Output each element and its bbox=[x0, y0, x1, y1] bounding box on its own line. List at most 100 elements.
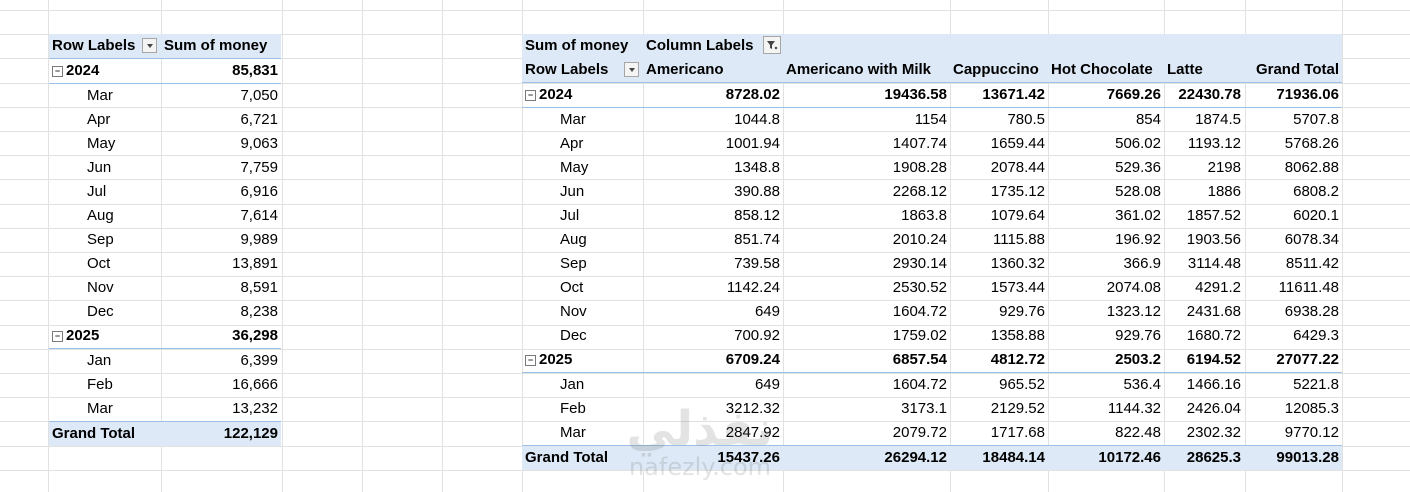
pivot2-year-total[interactable]: 8728.02 bbox=[643, 82, 783, 108]
pivot1-month-value[interactable]: 7,614 bbox=[240, 207, 278, 224]
pivot2-month-label[interactable]: Sep bbox=[560, 255, 587, 272]
pivot1-month-label[interactable]: Nov bbox=[87, 279, 114, 296]
pivot2-column-header[interactable]: Americano with Milk bbox=[783, 58, 950, 83]
pivot2-value-cell[interactable]: 1735.12 bbox=[990, 183, 1045, 200]
row-labels-dropdown-icon[interactable] bbox=[624, 62, 639, 77]
pivot2-value-cell[interactable]: 851.74 bbox=[734, 231, 780, 248]
pivot1-month-label[interactable]: May bbox=[87, 135, 116, 152]
pivot2-value-cell[interactable]: 822.48 bbox=[1115, 424, 1161, 441]
pivot1-month-value[interactable]: 6,399 bbox=[240, 352, 278, 369]
pivot1-month-value[interactable]: 7,050 bbox=[240, 87, 278, 104]
pivot2-value-cell[interactable]: 854 bbox=[1135, 111, 1161, 128]
pivot2-value-cell[interactable]: 3212.32 bbox=[725, 400, 780, 417]
pivot2-year-total[interactable]: 6709.24 bbox=[643, 348, 783, 373]
pivot1-month-label[interactable]: Oct bbox=[87, 255, 111, 272]
pivot2-year-total[interactable]: 13671.42 bbox=[950, 82, 1048, 108]
pivot2-month-label[interactable]: Jan bbox=[560, 376, 585, 393]
pivot2-value-cell[interactable]: 1759.02 bbox=[892, 327, 947, 344]
pivot2-value-cell[interactable]: 6429.3 bbox=[1293, 327, 1339, 344]
pivot2-year-cell[interactable]: −2024 bbox=[522, 82, 643, 108]
pivot2-value-cell[interactable]: 700.92 bbox=[734, 327, 780, 344]
pivot1-year-cell[interactable]: −2024 bbox=[49, 58, 161, 84]
pivot2-value-cell[interactable]: 1144.32 bbox=[1107, 400, 1161, 417]
pivot1-row-labels-header[interactable]: Row Labels bbox=[49, 34, 161, 59]
pivot2-value-cell[interactable]: 2530.52 bbox=[892, 279, 947, 296]
pivot1-month-value[interactable]: 6,721 bbox=[240, 111, 278, 128]
pivot2-month-label[interactable]: Mar bbox=[560, 424, 586, 441]
pivot1-sum-header[interactable]: Sum of money bbox=[161, 34, 281, 59]
pivot2-value-cell[interactable]: 11611.48 bbox=[1278, 279, 1339, 296]
pivot2-value-cell[interactable]: 528.08 bbox=[1115, 183, 1161, 200]
pivot2-value-cell[interactable]: 5221.8 bbox=[1293, 376, 1339, 393]
pivot2-value-cell[interactable]: 6808.2 bbox=[1293, 183, 1339, 200]
pivot2-month-label[interactable]: Jul bbox=[560, 207, 580, 224]
pivot2-value-cell[interactable]: 1466.16 bbox=[1186, 376, 1241, 393]
pivot2-value-cell[interactable]: 2426.04 bbox=[1186, 400, 1241, 417]
pivot2-value-cell[interactable]: 1407.74 bbox=[892, 135, 947, 152]
pivot2-value-cell[interactable]: 361.02 bbox=[1115, 207, 1161, 224]
pivot1-month-label[interactable]: Sep bbox=[87, 231, 114, 248]
pivot2-month-label[interactable]: Apr bbox=[560, 135, 584, 152]
pivot2-value-cell[interactable]: 2079.72 bbox=[892, 424, 947, 441]
pivot2-value-cell[interactable]: 506.02 bbox=[1115, 135, 1161, 152]
pivot1-month-label[interactable]: Mar bbox=[87, 87, 113, 104]
pivot2-value-cell[interactable]: 1358.88 bbox=[990, 327, 1045, 344]
pivot2-value-cell[interactable]: 2847.92 bbox=[725, 424, 780, 441]
pivot1-month-value[interactable]: 7,759 bbox=[240, 159, 278, 176]
pivot2-value-cell[interactable]: 929.76 bbox=[999, 303, 1045, 320]
pivot1-month-label[interactable]: Mar bbox=[87, 400, 113, 417]
pivot2-value-cell[interactable]: 2302.32 bbox=[1186, 424, 1241, 441]
collapse-minus-icon[interactable]: − bbox=[525, 89, 536, 101]
pivot2-value-cell[interactable]: 3173.1 bbox=[901, 400, 947, 417]
pivot2-grand-total-value[interactable]: 10172.46 bbox=[1048, 445, 1164, 470]
pivot1-month-value[interactable]: 8,238 bbox=[240, 303, 278, 320]
pivot2-month-label[interactable]: Oct bbox=[560, 279, 584, 296]
pivot2-value-cell[interactable]: 2010.24 bbox=[892, 231, 947, 248]
pivot2-value-cell[interactable]: 1908.28 bbox=[892, 159, 947, 176]
pivot1-month-value[interactable]: 13,891 bbox=[232, 255, 278, 272]
pivot2-column-header[interactable]: Hot Chocolate bbox=[1048, 58, 1164, 83]
column-labels-filter-icon[interactable] bbox=[763, 36, 781, 54]
collapse-minus-icon[interactable]: − bbox=[52, 65, 63, 77]
pivot2-value-cell[interactable]: 2930.14 bbox=[892, 255, 947, 272]
pivot2-grand-total-value[interactable]: 28625.3 bbox=[1164, 445, 1244, 470]
pivot2-value-cell[interactable]: 5707.8 bbox=[1293, 111, 1339, 128]
pivot2-value-cell[interactable]: 1193.12 bbox=[1187, 135, 1241, 152]
pivot2-value-cell[interactable]: 1079.64 bbox=[990, 207, 1045, 224]
pivot2-value-cell[interactable]: 929.76 bbox=[1115, 327, 1161, 344]
pivot2-year-total[interactable]: 2503.2 bbox=[1048, 348, 1164, 373]
collapse-minus-icon[interactable]: − bbox=[525, 354, 536, 366]
pivot2-year-total[interactable]: 71936.06 bbox=[1244, 82, 1342, 108]
pivot2-column-header[interactable]: Grand Total bbox=[1244, 58, 1342, 83]
pivot2-month-label[interactable]: Feb bbox=[560, 400, 586, 417]
pivot2-value-cell[interactable]: 1604.72 bbox=[892, 376, 947, 393]
pivot2-value-cell[interactable]: 9770.12 bbox=[1284, 424, 1339, 441]
pivot2-value-cell[interactable]: 1863.8 bbox=[901, 207, 947, 224]
pivot1-month-label[interactable]: Jan bbox=[87, 352, 112, 369]
pivot2-value-cell[interactable]: 2198 bbox=[1207, 159, 1241, 176]
pivot2-year-total[interactable]: 27077.22 bbox=[1244, 348, 1342, 373]
pivot2-value-cell[interactable]: 6078.34 bbox=[1284, 231, 1339, 248]
collapse-minus-icon[interactable]: − bbox=[52, 330, 63, 342]
pivot2-value-cell[interactable]: 1323.12 bbox=[1106, 303, 1161, 320]
pivot2-value-cell[interactable]: 739.58 bbox=[734, 255, 780, 272]
pivot2-month-label[interactable]: Mar bbox=[560, 111, 586, 128]
pivot2-value-cell[interactable]: 2129.52 bbox=[990, 400, 1045, 417]
pivot2-year-total[interactable]: 22430.78 bbox=[1164, 82, 1244, 108]
pivot2-year-total[interactable]: 6857.54 bbox=[783, 348, 950, 373]
pivot2-value-cell[interactable]: 965.52 bbox=[999, 376, 1045, 393]
pivot1-month-label[interactable]: Jul bbox=[87, 183, 107, 200]
pivot1-year-cell[interactable]: −2025 bbox=[49, 324, 161, 349]
pivot2-value-cell[interactable]: 2078.44 bbox=[990, 159, 1045, 176]
pivot2-value-cell[interactable]: 390.88 bbox=[734, 183, 780, 200]
pivot2-month-label[interactable]: Aug bbox=[560, 231, 587, 248]
pivot2-value-cell[interactable]: 1001.94 bbox=[725, 135, 780, 152]
pivot1-month-value[interactable]: 8,591 bbox=[240, 279, 278, 296]
pivot1-month-label[interactable]: Jun bbox=[87, 159, 112, 176]
pivot2-value-cell[interactable]: 649 bbox=[754, 376, 780, 393]
pivot2-year-total[interactable]: 6194.52 bbox=[1164, 348, 1244, 373]
pivot2-value-cell[interactable]: 4291.2 bbox=[1195, 279, 1241, 296]
pivot2-value-cell[interactable]: 1044.8 bbox=[734, 111, 780, 128]
pivot1-month-label[interactable]: Apr bbox=[87, 111, 111, 128]
pivot2-value-cell[interactable]: 536.4 bbox=[1123, 376, 1161, 393]
